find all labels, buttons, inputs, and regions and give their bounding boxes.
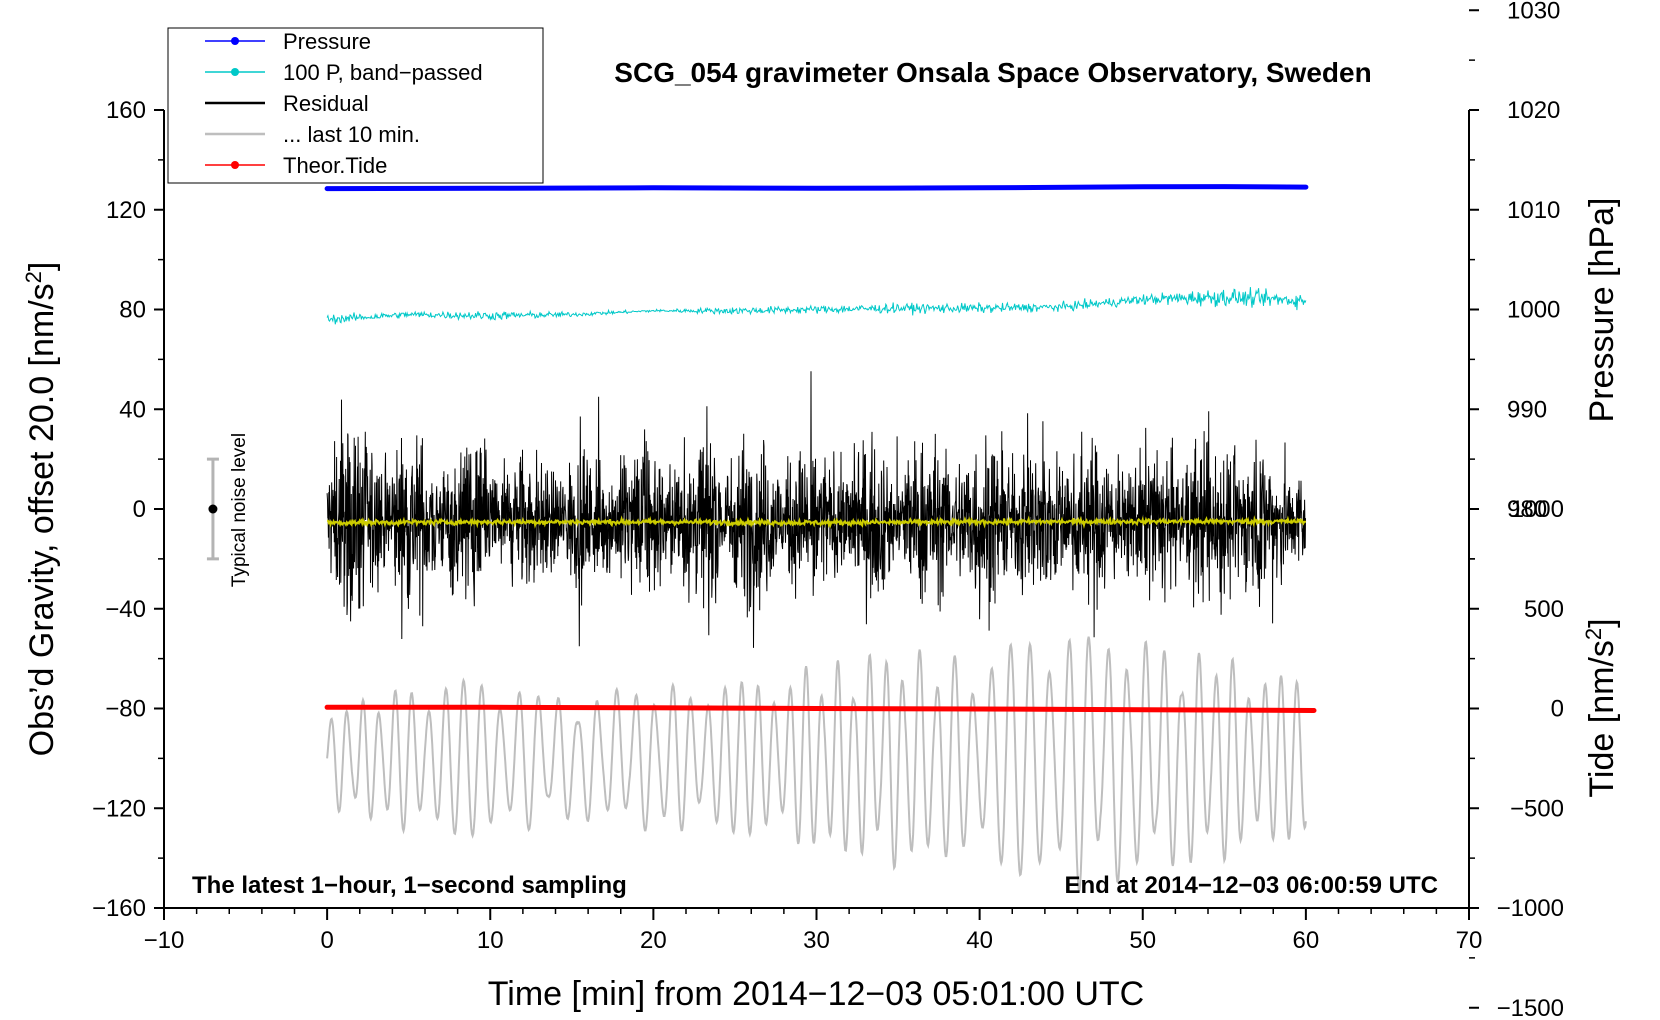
- legend-label: 100 P, band−passed: [283, 60, 483, 85]
- y-axis-title-superscript: 2: [21, 271, 46, 283]
- y-tick-label: 160: [106, 97, 146, 124]
- series-band-passed-pressure: [326, 287, 1307, 325]
- pressure-tick-label: 990: [1507, 396, 1547, 423]
- series-layer: [324, 184, 1317, 892]
- y-tick-label: −160: [92, 895, 146, 922]
- x-axis-ticks: −10 0 10 20 30 40 50 60 70: [144, 908, 1483, 954]
- x-tick-label: 50: [1129, 927, 1156, 954]
- tide-axis-title: Tide [nm/s2]: [1581, 618, 1621, 797]
- x-tick-label: −10: [144, 927, 185, 954]
- pressure-tick-label: 980: [1507, 496, 1547, 523]
- pressure-tick-label: 1010: [1507, 197, 1560, 224]
- noise-level-bar: [206, 457, 219, 561]
- x-tick-label: 60: [1293, 927, 1320, 954]
- series-residual-smoothed: [326, 515, 1307, 529]
- y-tick-label: 0: [133, 496, 146, 523]
- y-tick-label: 120: [106, 197, 146, 224]
- tide-tick-label: 0: [1551, 696, 1564, 723]
- legend-label: Theor.Tide: [283, 153, 387, 178]
- corner-label-left: The latest 1−hour, 1−second sampling: [192, 872, 627, 899]
- y-tick-label: −40: [105, 596, 146, 623]
- x-tick-label: 0: [320, 927, 333, 954]
- x-axis-title: Time [min] from 2014−12−03 05:01:00 UTC: [488, 975, 1144, 1013]
- corner-label-right: End at 2014−12−03 06:00:59 UTC: [1064, 872, 1438, 899]
- tide-tick-label: −1000: [1497, 895, 1564, 922]
- legend-marker: [231, 68, 239, 76]
- pressure-axis-ticks: 1030 1020 1010 1000 990 980: [1469, 0, 1560, 560]
- x-tick-label: 20: [640, 927, 667, 954]
- x-tick-label: 70: [1456, 927, 1483, 954]
- noise-bar-center: [208, 504, 218, 514]
- pressure-tick-label: 1000: [1507, 297, 1560, 324]
- legend-label: Residual: [283, 91, 369, 116]
- legend-marker: [231, 161, 239, 169]
- y-axis-ticks: 160 120 80 40 0 −40 −80 −120 −160: [92, 97, 164, 922]
- x-tick-label: 40: [966, 927, 993, 954]
- x-tick-label: 30: [803, 927, 830, 954]
- tide-axis-title-superscript: 2: [1581, 628, 1606, 640]
- tide-tick-label: 500: [1524, 596, 1564, 623]
- y-tick-label: 80: [119, 297, 146, 324]
- chart-title: SCG_054 gravimeter Onsala Space Observat…: [614, 57, 1371, 88]
- series-last-10-min: [326, 636, 1307, 892]
- legend-label: ... last 10 min.: [283, 122, 420, 147]
- noise-level-label: Typical noise level: [229, 433, 250, 587]
- pressure-axis-title: Pressure [hPa]: [1583, 198, 1621, 423]
- legend-marker: [231, 37, 239, 45]
- tide-tick-label: −500: [1510, 795, 1564, 822]
- legend: Pressure 100 P, band−passed Residual ... la…: [167, 27, 544, 184]
- tide-tick-label: −1500: [1497, 995, 1564, 1020]
- y-tick-label: −120: [92, 795, 146, 822]
- x-tick-label: 10: [477, 927, 504, 954]
- legend-label: Pressure: [283, 29, 371, 54]
- series-residual: [326, 371, 1306, 648]
- y-tick-label: 40: [119, 396, 146, 423]
- series-pressure: [324, 184, 1309, 192]
- pressure-tick-label: 1030: [1507, 0, 1560, 24]
- pressure-tick-label: 1020: [1507, 97, 1560, 124]
- tide-axis-ticks: 1000 500 0 −500 −1000 −1500: [1469, 496, 1564, 1020]
- legend-box: [167, 27, 544, 184]
- y-tick-label: −80: [105, 696, 146, 723]
- tide-tick-label: 1000: [1511, 496, 1564, 523]
- series-theoretical-tide: [324, 704, 1317, 713]
- y-axis-title: Obs’d Gravity, offset 20.0 [nm/s2]: [21, 262, 61, 757]
